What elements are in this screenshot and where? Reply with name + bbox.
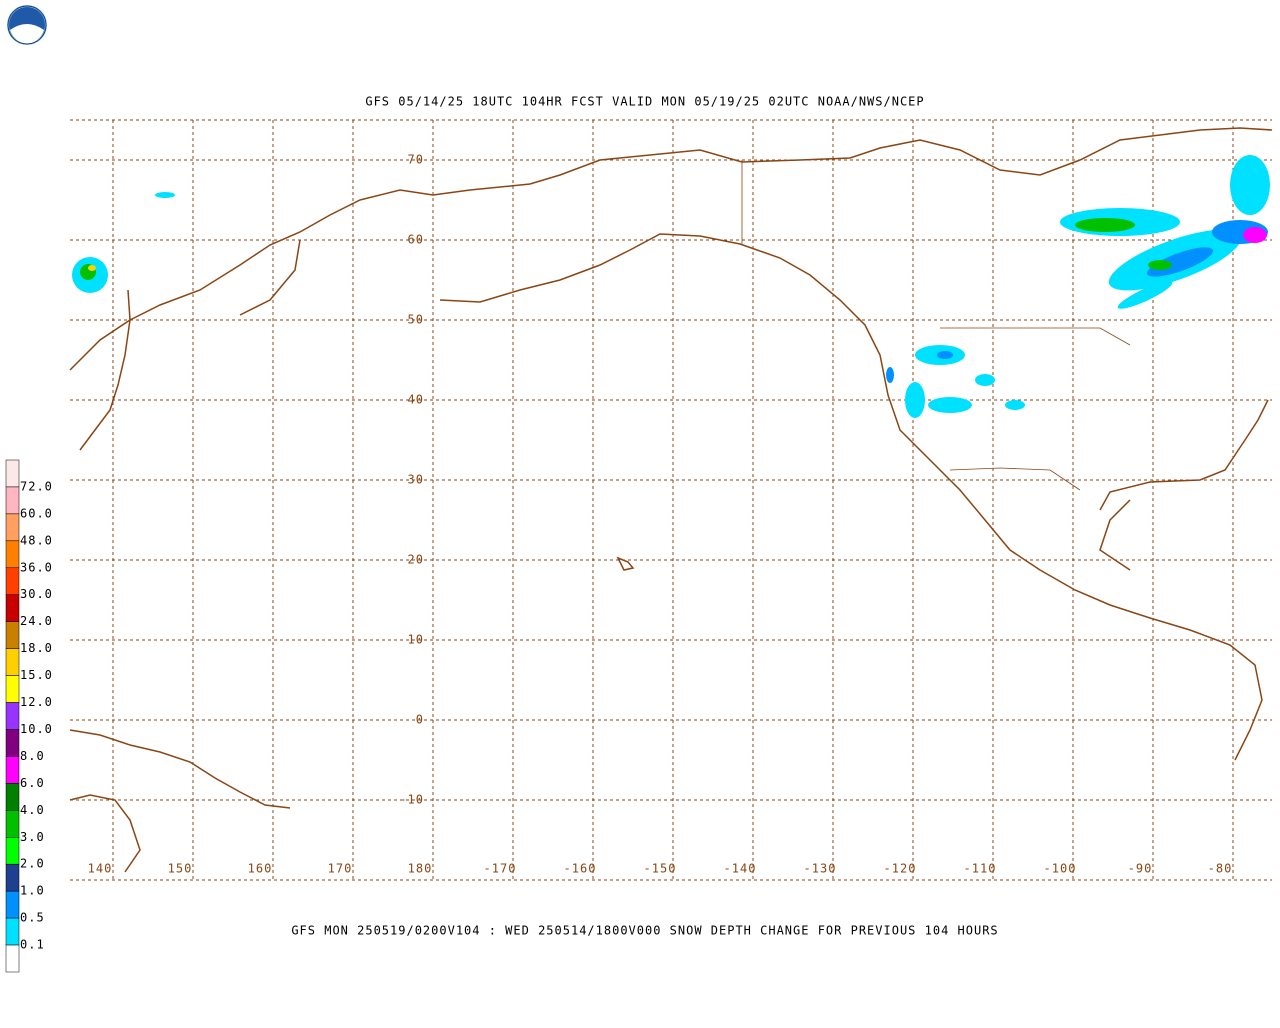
legend-label: 12.0: [20, 695, 53, 709]
longitude-label: 140: [88, 862, 113, 876]
grid: 70 60 50 40 30 20 10 0 -10 140 150 160 170 180 -170 -16…: [70, 119, 1272, 881]
longitude-label: 150: [168, 862, 193, 876]
latitude-label: 40: [408, 393, 424, 407]
legend-label: 72.0: [20, 479, 53, 493]
legend-label: 36.0: [20, 560, 53, 574]
longitude-label: 180: [408, 862, 433, 876]
legend-label: 1.0: [20, 884, 45, 898]
legend-label: 3.0: [20, 830, 45, 844]
legend-swatch: [5, 648, 20, 676]
latitude-label: 50: [408, 313, 424, 327]
longitude-label: -150: [644, 862, 677, 876]
legend-label: 2.0: [20, 857, 45, 871]
latitude-label: 30: [408, 473, 424, 487]
latitude-label: 70: [408, 153, 424, 167]
longitude-label: -160: [564, 862, 597, 876]
legend-label: 24.0: [20, 614, 53, 628]
latitude-label: 20: [408, 553, 424, 567]
snow-patches: [72, 155, 1270, 418]
legend-label: 0.1: [20, 938, 45, 952]
legend-swatch: [5, 513, 20, 542]
latitude-label: 10: [408, 633, 424, 647]
legend-swatch: [5, 783, 20, 811]
legend-swatch: [5, 756, 20, 784]
legend-swatch: [5, 917, 20, 946]
longitude-label: -90: [1128, 862, 1153, 876]
legend-swatch: [5, 621, 20, 649]
longitude-label: -80: [1208, 862, 1233, 876]
legend: 72.0 60.0 48.0 36.0 30.0 24.0 18.0 15.0 12.0 10.0…: [5, 459, 53, 973]
legend-label: 30.0: [20, 587, 53, 601]
noaa-logo: [7, 5, 47, 45]
legend-label: 48.0: [20, 533, 53, 547]
legend-label: 0.5: [20, 911, 45, 925]
legend-swatch: [5, 837, 20, 865]
legend-label: 18.0: [20, 641, 53, 655]
legend-swatch: [5, 594, 20, 622]
longitude-label: 170: [328, 862, 353, 876]
longitude-label: -170: [484, 862, 517, 876]
legend-swatch: [5, 810, 20, 838]
legend-label: 60.0: [20, 506, 53, 520]
legend-swatch: [5, 540, 20, 569]
coastlines: [69, 127, 1273, 873]
legend-label: 8.0: [20, 749, 45, 763]
latitude-label: -10: [399, 793, 424, 807]
legend-label: 10.0: [20, 722, 53, 736]
longitude-label: -120: [884, 862, 917, 876]
longitude-label: -100: [1044, 862, 1077, 876]
longitude-label: -140: [724, 862, 757, 876]
legend-swatch: [5, 863, 20, 892]
legend-label: 4.0: [20, 803, 45, 817]
longitude-label: -130: [804, 862, 837, 876]
latitude-label: 60: [408, 233, 424, 247]
legend-swatch: [5, 944, 20, 973]
legend-swatch: [5, 729, 20, 757]
legend-swatch: [5, 459, 20, 488]
legend-label: 15.0: [20, 668, 53, 682]
title: GFS 05/14/25 18UTC 104HR FCST VALID MON …: [365, 95, 924, 109]
latitude-label: 0: [416, 713, 424, 727]
longitude-label: 160: [248, 862, 273, 876]
legend-swatch: [5, 567, 20, 595]
longitude-label: -110: [964, 862, 997, 876]
legend-swatch: [5, 890, 20, 919]
caption: GFS MON 250519/0200V104 : WED 250514/180…: [291, 924, 998, 938]
legend-swatch: [5, 702, 20, 730]
legend-swatch: [5, 486, 20, 515]
legend-label: 6.0: [20, 776, 45, 790]
legend-swatch: [5, 675, 20, 703]
